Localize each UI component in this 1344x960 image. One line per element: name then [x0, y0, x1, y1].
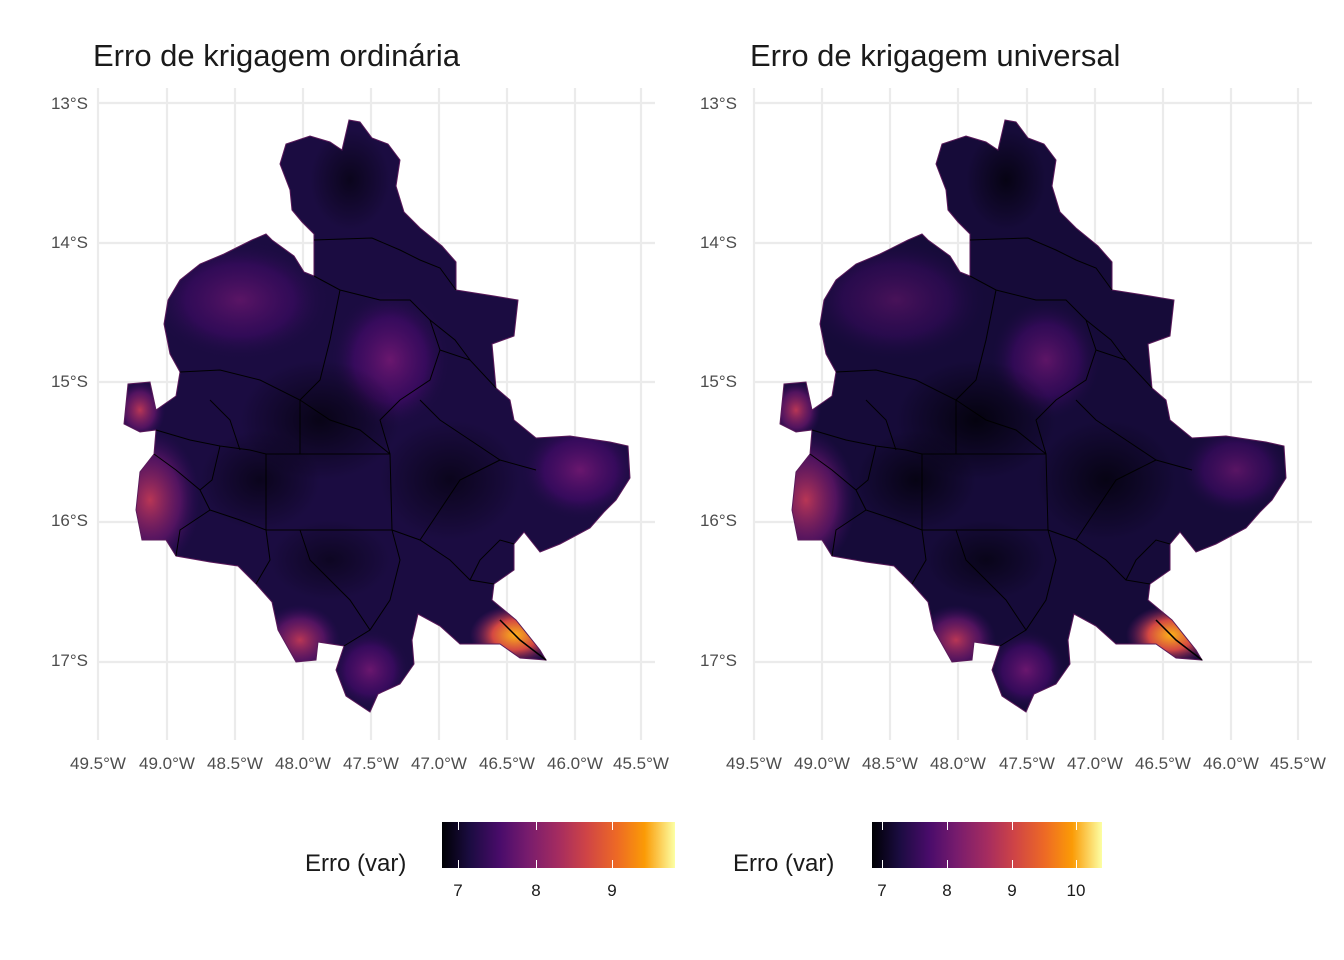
legend-tick: 8	[531, 881, 541, 900]
lon-label: 48.0°W	[930, 754, 986, 773]
legend-title: Erro (var)	[733, 850, 835, 877]
panel-title: Erro de krigagem universal	[750, 38, 1121, 73]
legend-tick: 9	[1007, 881, 1017, 900]
legend-tick: 7	[877, 881, 887, 900]
colorbar-tick	[1076, 822, 1077, 830]
colorbar-tick	[947, 860, 948, 868]
lon-label: 49.5°W	[70, 754, 126, 773]
legend-tick: 7	[453, 881, 463, 900]
lon-label: 46.5°W	[1135, 754, 1191, 773]
lon-label: 48.5°W	[207, 754, 263, 773]
lon-label: 49.0°W	[139, 754, 195, 773]
colorbar-tick	[947, 822, 948, 830]
municipality-boundaries	[123, 119, 631, 713]
colorbar-tick	[458, 860, 459, 868]
lat-label: 14°S	[50, 233, 88, 252]
lat-label: 13°S	[50, 94, 88, 113]
municipality-boundaries	[779, 119, 1287, 713]
colorbar	[442, 822, 675, 868]
colorbar-tick	[1012, 860, 1013, 868]
lat-label: 15°S	[699, 372, 737, 391]
colorbar-tick	[536, 860, 537, 868]
lon-label: 45.5°W	[1270, 754, 1326, 773]
lon-label: 45.5°W	[613, 754, 669, 773]
colorbar-tick	[882, 860, 883, 868]
colorbar-tick	[536, 822, 537, 830]
legend-title: Erro (var)	[305, 850, 407, 877]
legend-tick: 9	[607, 881, 617, 900]
lon-label: 46.0°W	[547, 754, 603, 773]
lon-label: 48.0°W	[275, 754, 331, 773]
lon-label: 49.5°W	[726, 754, 782, 773]
lon-label: 49.0°W	[794, 754, 850, 773]
lon-label: 47.5°W	[343, 754, 399, 773]
colorbar-tick	[458, 822, 459, 830]
lon-label: 48.5°W	[862, 754, 918, 773]
colorbar-tick	[1012, 822, 1013, 830]
colorbar-tick	[612, 860, 613, 868]
lon-label: 47.0°W	[1067, 754, 1123, 773]
legend-tick: 8	[942, 881, 952, 900]
lat-label: 17°S	[699, 651, 737, 670]
panel-title: Erro de krigagem ordinária	[93, 38, 461, 73]
lon-label: 47.5°W	[999, 754, 1055, 773]
colorbar-tick	[1076, 860, 1077, 868]
lat-label: 14°S	[699, 233, 737, 252]
lat-label: 17°S	[50, 651, 88, 670]
legend-tick: 10	[1066, 881, 1086, 900]
lon-label: 47.0°W	[411, 754, 467, 773]
colorbar	[872, 822, 1102, 868]
lon-label: 46.5°W	[479, 754, 535, 773]
colorbar-tick	[612, 822, 613, 830]
lat-label: 16°S	[699, 511, 737, 530]
colorbar-tick	[882, 822, 883, 830]
lon-label: 46.0°W	[1203, 754, 1259, 773]
lat-label: 15°S	[50, 372, 88, 391]
lat-label: 16°S	[50, 511, 88, 530]
lat-label: 13°S	[699, 94, 737, 113]
